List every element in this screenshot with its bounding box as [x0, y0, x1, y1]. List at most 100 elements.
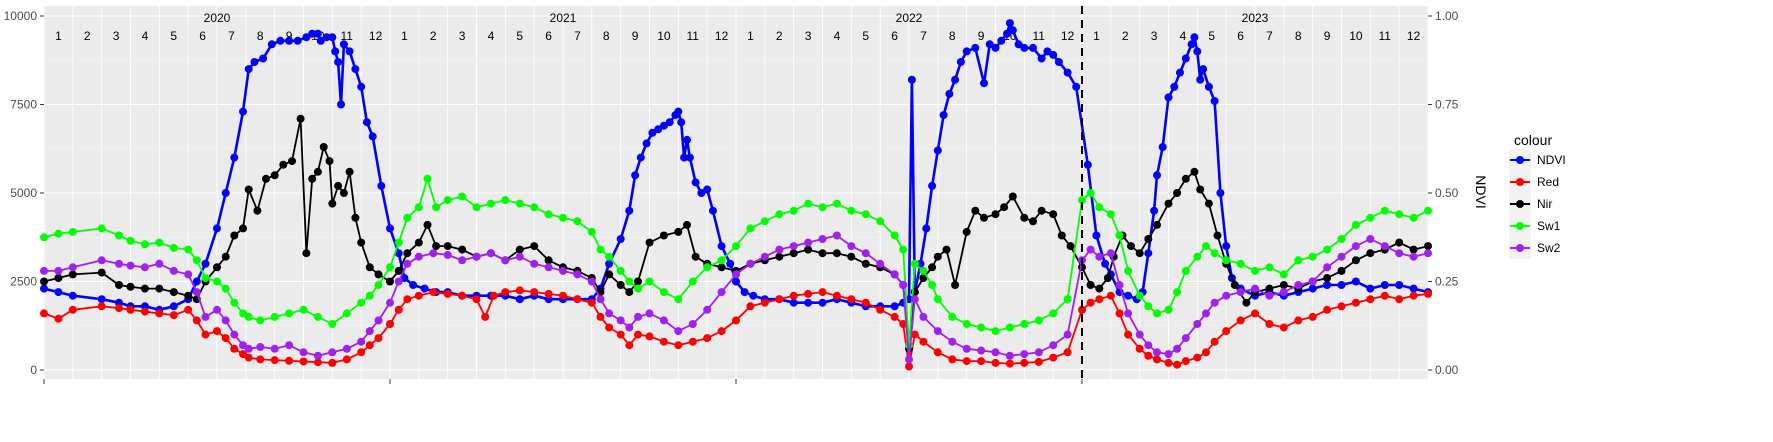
data-point-ndvi [1351, 277, 1360, 286]
data-point-red [910, 330, 919, 339]
data-point-sw2 [54, 266, 63, 275]
data-point-sw1 [688, 277, 697, 286]
data-point-sw1 [1424, 206, 1432, 215]
data-point-sw2 [905, 355, 913, 364]
data-point-nir [1066, 242, 1075, 251]
data-point-sw2 [659, 316, 668, 325]
legend-label: Sw1 [1537, 219, 1561, 233]
data-point-ndvi [945, 89, 954, 98]
data-point-sw1 [472, 203, 481, 212]
data-point-sw1 [928, 281, 937, 289]
data-point-red [1181, 357, 1190, 366]
data-point-sw2 [991, 348, 1000, 357]
data-point-sw2 [414, 252, 423, 261]
data-point-ndvi [890, 302, 899, 311]
data-point-nir [1265, 284, 1274, 293]
data-point-sw1 [616, 266, 625, 275]
data-point-red [97, 302, 106, 311]
data-point-sw1 [1020, 320, 1029, 328]
month-label: 5 [170, 29, 177, 43]
data-point-red [544, 289, 553, 298]
data-point-ndvi [674, 107, 683, 116]
month-label: 7 [228, 29, 235, 43]
data-point-nir [1351, 256, 1360, 265]
data-point-red [876, 305, 885, 314]
data-point-ndvi [357, 82, 366, 91]
data-point-sw1 [1380, 206, 1389, 215]
data-point-nir [804, 245, 813, 254]
data-point-sw2 [1424, 249, 1432, 258]
data-point-sw2 [1202, 309, 1210, 318]
data-point-sw2 [1395, 249, 1404, 258]
data-point-sw2 [587, 277, 596, 286]
data-point-sw1 [1210, 249, 1219, 258]
data-point-red [342, 355, 351, 364]
data-point-nir [1086, 281, 1095, 289]
data-point-red [403, 295, 412, 304]
data-point-sw1 [1323, 245, 1332, 254]
data-point-red [732, 316, 740, 325]
data-point-sw1 [977, 323, 986, 332]
data-point-red [832, 291, 841, 300]
data-point-nir [1095, 284, 1104, 293]
data-point-ndvi [1008, 26, 1017, 35]
left-y-axis: 0 2500 5000 7500 10000 [4, 9, 44, 377]
data-point-nir [605, 270, 614, 279]
data-point-sw1 [357, 298, 366, 307]
data-point-sw1 [746, 224, 755, 233]
data-point-nir [645, 238, 654, 247]
data-point-nir [1103, 274, 1112, 282]
data-point-sw1 [423, 174, 432, 183]
data-point-sw2 [403, 259, 412, 268]
data-point-sw1 [244, 312, 253, 321]
data-point-nir [155, 284, 164, 293]
month-label: 9 [286, 29, 293, 43]
data-point-nir [1424, 242, 1432, 251]
data-point-sw2 [530, 259, 539, 268]
data-point-sw2 [126, 261, 135, 270]
data-point-sw1 [68, 227, 77, 236]
data-point-sw1 [775, 210, 784, 219]
data-point-sw2 [688, 320, 697, 328]
data-point-ndvi [244, 65, 253, 74]
data-point-ndvi [276, 36, 285, 45]
data-point-ndvi [1199, 65, 1208, 74]
data-point-nir [625, 288, 634, 297]
data-point-ndvi [420, 284, 429, 293]
data-point-sw1 [1078, 196, 1086, 205]
data-point-sw2 [443, 250, 452, 259]
right-tick-label: 0.50 [1435, 186, 1459, 200]
data-point-sw2 [634, 312, 642, 321]
data-point-ndvi [991, 43, 1000, 52]
data-point-red [201, 330, 210, 339]
data-point-nir [1144, 235, 1153, 243]
data-point-sw2 [876, 259, 885, 268]
data-point-ndvi [1308, 284, 1317, 293]
left-tick-label: 5000 [10, 186, 37, 200]
data-point-sw2 [1034, 348, 1043, 357]
data-point-sw2 [515, 252, 524, 261]
month-label: 6 [199, 29, 206, 43]
data-point-sw2 [645, 309, 654, 318]
month-label: 4 [834, 29, 841, 43]
data-point-red [472, 295, 481, 304]
data-point-red [861, 298, 870, 307]
data-point-ndvi [1222, 242, 1231, 251]
data-point-sw2 [68, 263, 77, 272]
series-layer [40, 19, 1432, 371]
month-label: 8 [1295, 29, 1302, 43]
data-point-nir [140, 284, 149, 293]
data-point-ndvi [1323, 281, 1332, 289]
data-point-red [230, 344, 239, 353]
data-point-nir [942, 245, 951, 254]
data-point-ndvi [1187, 40, 1196, 49]
data-point-sw2 [472, 252, 481, 261]
legend-key-point [1516, 178, 1524, 186]
data-point-ndvi [928, 181, 937, 190]
data-point-ndvi [818, 298, 827, 307]
data-point-red [40, 309, 48, 318]
year-label: 2023 [1242, 11, 1269, 25]
data-point-sw1 [910, 259, 919, 268]
data-point-ndvi [362, 118, 371, 127]
data-point-red [688, 337, 697, 346]
